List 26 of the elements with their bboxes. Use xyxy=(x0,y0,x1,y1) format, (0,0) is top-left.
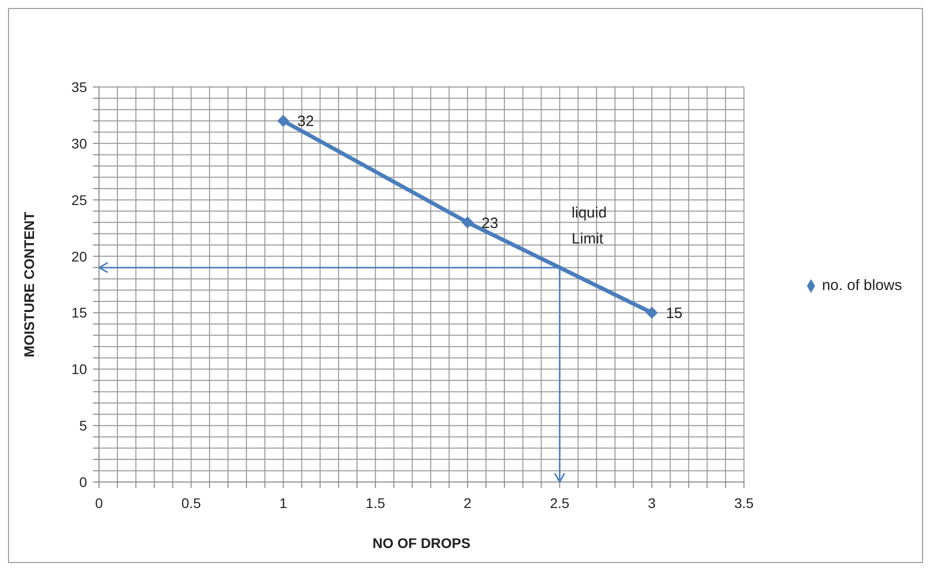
data-label: 15 xyxy=(666,305,683,322)
y-tick-label: 5 xyxy=(79,418,88,434)
x-tick-label: 2.5 xyxy=(550,494,570,511)
annotation: liquid Limit xyxy=(572,204,607,248)
data-label: 32 xyxy=(297,113,314,130)
y-tick-label: 25 xyxy=(71,192,88,208)
x-tick-label: 0 xyxy=(95,494,104,511)
x-axis-title: NO OF DROPS xyxy=(372,535,470,551)
x-tick-label: 2 xyxy=(464,494,472,511)
x-tick-label: 0.5 xyxy=(181,494,202,511)
y-tick-label: 20 xyxy=(71,248,88,264)
x-tick-label: 1.5 xyxy=(366,494,386,511)
y-tick-label: 30 xyxy=(71,135,88,152)
point xyxy=(462,216,474,228)
y-tick-label: 10 xyxy=(71,361,88,378)
legend-label: no. of blows xyxy=(822,277,902,294)
y-tick-label: 15 xyxy=(71,304,88,321)
y-tick-label: 0 xyxy=(79,474,88,490)
x-tick-label: 3.5 xyxy=(734,494,754,511)
y-axis-title: MOISTURE CONTENT xyxy=(20,211,37,358)
x-tick-label: 1 xyxy=(279,494,288,511)
y-tick-label: 35 xyxy=(71,78,88,95)
point xyxy=(646,306,658,319)
x-tick-label: 3 xyxy=(648,494,656,511)
point xyxy=(277,114,290,127)
data-label: 23 xyxy=(482,214,498,232)
